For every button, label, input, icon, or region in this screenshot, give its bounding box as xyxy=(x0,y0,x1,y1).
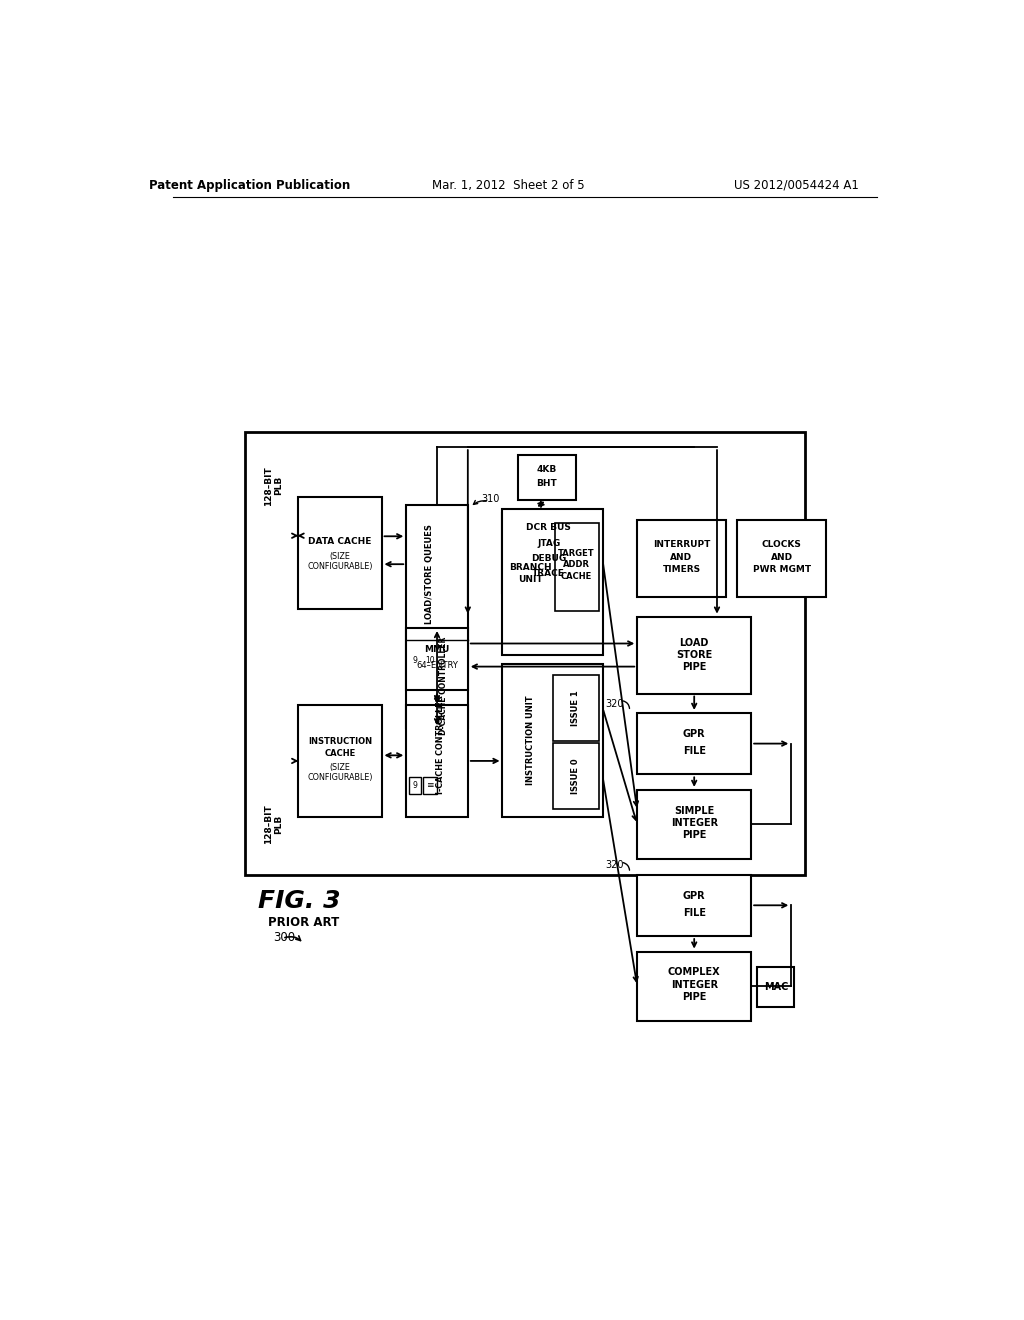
Bar xyxy=(518,455,575,499)
Text: CACHE: CACHE xyxy=(325,748,355,758)
Text: CACHE: CACHE xyxy=(561,572,592,581)
Text: 9: 9 xyxy=(413,780,417,789)
Bar xyxy=(407,705,468,817)
Text: CONFIGURABLE): CONFIGURABLE) xyxy=(307,772,373,781)
Text: I-CACHE CONTROLLER: I-CACHE CONTROLLER xyxy=(435,694,444,793)
Text: ISSUE 0: ISSUE 0 xyxy=(571,759,580,795)
Text: Patent Application Publication: Patent Application Publication xyxy=(150,178,350,191)
Text: 10: 10 xyxy=(425,656,435,665)
Text: INTEGER: INTEGER xyxy=(671,818,718,828)
Text: AND: AND xyxy=(770,553,793,562)
Text: 128–BIT
PLB: 128–BIT PLB xyxy=(264,466,284,506)
Text: TIMERS: TIMERS xyxy=(663,565,700,574)
Bar xyxy=(637,520,726,598)
Bar xyxy=(637,713,752,775)
Bar xyxy=(553,743,599,809)
Bar xyxy=(758,968,795,1007)
Bar xyxy=(637,952,752,1020)
Text: INSTRUCTION: INSTRUCTION xyxy=(308,737,372,746)
Text: 310: 310 xyxy=(481,494,500,504)
Text: PWR MGMT: PWR MGMT xyxy=(753,565,811,574)
Text: 128–BIT
PLB: 128–BIT PLB xyxy=(264,805,284,845)
Text: DEBUG: DEBUG xyxy=(531,554,566,562)
Text: PIPE: PIPE xyxy=(682,991,707,1002)
Text: ISSUE 1: ISSUE 1 xyxy=(571,690,580,726)
Text: CLOCKS: CLOCKS xyxy=(762,540,802,549)
Text: JTAG: JTAG xyxy=(537,539,560,548)
Text: PIPE: PIPE xyxy=(682,830,707,841)
Text: DCR BUS: DCR BUS xyxy=(526,523,571,532)
Bar xyxy=(410,776,421,793)
Text: MAC: MAC xyxy=(764,982,788,991)
Bar xyxy=(555,524,599,611)
Text: MMU: MMU xyxy=(424,645,450,655)
Bar xyxy=(407,506,468,729)
Text: DATA CACHE: DATA CACHE xyxy=(308,537,372,546)
Text: INSTRUCTION UNIT: INSTRUCTION UNIT xyxy=(526,696,535,785)
Text: STORE: STORE xyxy=(676,649,713,660)
Text: ADDR: ADDR xyxy=(563,561,590,569)
Text: 320: 320 xyxy=(605,698,624,709)
Text: COMPLEX: COMPLEX xyxy=(668,968,721,977)
Text: PIPE: PIPE xyxy=(682,663,707,672)
Text: FILE: FILE xyxy=(683,908,706,917)
Text: US 2012/0054424 A1: US 2012/0054424 A1 xyxy=(734,178,859,191)
Text: UNIT: UNIT xyxy=(518,576,543,583)
Text: BHT: BHT xyxy=(537,479,557,488)
Bar xyxy=(637,874,752,936)
Text: GPR: GPR xyxy=(683,891,706,902)
Text: 64–ENTRY: 64–ENTRY xyxy=(416,660,458,669)
Text: FIG. 3: FIG. 3 xyxy=(258,890,340,913)
Bar xyxy=(298,498,382,609)
Text: 320: 320 xyxy=(605,861,624,870)
Text: 300: 300 xyxy=(273,931,295,944)
Text: (SIZE: (SIZE xyxy=(330,763,350,772)
Text: BRANCH: BRANCH xyxy=(509,562,552,572)
Text: 9: 9 xyxy=(413,656,417,665)
Bar xyxy=(407,628,468,689)
Text: LOAD/STORE QUEUES: LOAD/STORE QUEUES xyxy=(425,524,434,624)
Text: D-CACHE CONTROLLER: D-CACHE CONTROLLER xyxy=(438,636,447,735)
Text: (SIZE: (SIZE xyxy=(330,552,350,561)
Bar xyxy=(298,705,382,817)
Text: Mar. 1, 2012  Sheet 2 of 5: Mar. 1, 2012 Sheet 2 of 5 xyxy=(431,178,584,191)
Bar xyxy=(423,776,437,793)
Text: GPR: GPR xyxy=(683,730,706,739)
Text: ≡: ≡ xyxy=(426,780,434,789)
Bar xyxy=(503,508,602,655)
Bar xyxy=(553,675,599,741)
Text: CONFIGURABLE): CONFIGURABLE) xyxy=(307,562,373,572)
Text: SIMPLE: SIMPLE xyxy=(674,805,715,816)
Text: AND: AND xyxy=(671,553,692,562)
Bar xyxy=(245,432,805,875)
Text: TRACE: TRACE xyxy=(532,569,565,578)
Bar xyxy=(737,520,826,598)
Bar xyxy=(423,652,437,669)
Bar xyxy=(410,652,421,669)
Bar xyxy=(503,512,595,594)
Text: 4KB: 4KB xyxy=(537,465,557,474)
Bar xyxy=(637,789,752,859)
Bar xyxy=(637,616,752,693)
Text: LOAD: LOAD xyxy=(680,638,709,648)
Bar xyxy=(503,664,602,817)
Text: TARGET: TARGET xyxy=(558,549,595,558)
Text: INTERRUPT: INTERRUPT xyxy=(653,540,711,549)
Text: PRIOR ART: PRIOR ART xyxy=(267,916,339,929)
Text: FILE: FILE xyxy=(683,746,706,756)
Text: INTEGER: INTEGER xyxy=(671,979,718,990)
